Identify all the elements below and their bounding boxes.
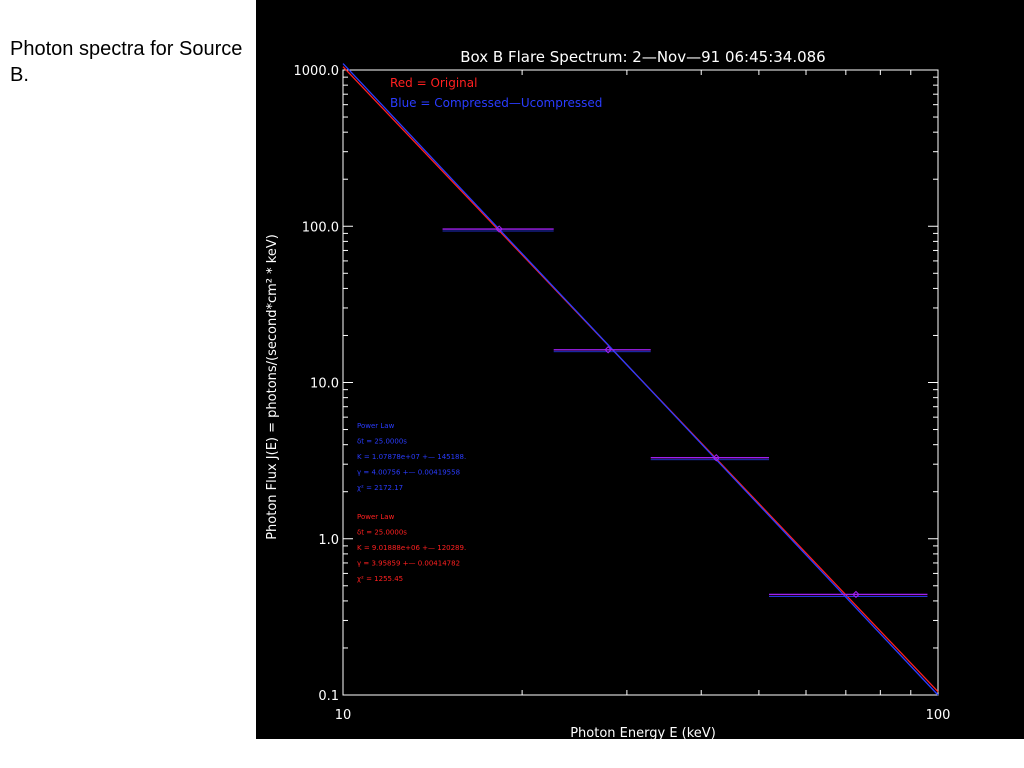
- data-point-marker: [604, 346, 612, 354]
- fit-annotation-line: χ² = 2172.17: [357, 484, 403, 492]
- data-point-marker: [852, 590, 860, 599]
- fit-annotations: Power Law δt = 25.0000s K = 1.07878e+07 +…: [357, 422, 466, 583]
- fit-annotation-line: γ = 3.95859 +— 0.00414782: [357, 560, 460, 568]
- caption: Photon spectra for Source B.: [10, 38, 243, 86]
- x-tick-label: 100: [926, 708, 951, 723]
- fit-annotation-line: γ = 4.00756 +— 0.00419558: [357, 469, 460, 477]
- data-point-marker: [712, 454, 720, 462]
- data-point-marker: [495, 225, 503, 233]
- spectrum-chart: Box B Flare Spectrum: 2—Nov—91 06:45:34.…: [265, 48, 951, 739]
- y-tick-label: 1.0: [318, 533, 339, 548]
- fit-annotation-line: Power Law: [357, 513, 395, 521]
- fit-annotation-line: Power Law: [357, 422, 395, 430]
- fit-annotation-line: K = 9.01888e+06 +— 120289.: [357, 544, 466, 552]
- fit-annotation-line: δt = 25.0000s: [357, 438, 407, 446]
- axis-ticks: [342, 70, 939, 696]
- series-layer: [342, 63, 939, 696]
- y-tick-label: 1000.0: [294, 64, 340, 79]
- x-axis-label: Photon Energy E (keV): [570, 726, 716, 739]
- y-axis-label: Photon Flux J(E) = photons/(second*cm² *…: [265, 234, 280, 540]
- axis-tick-labels: 0.1 1.0 10.0 100.0 1000.0 10 100: [294, 64, 951, 723]
- legend-entry: Red = Original: [390, 76, 477, 90]
- y-tick-label: 100.0: [302, 220, 339, 235]
- data-points-layer: [442, 225, 928, 599]
- fit-annotation-line: δt = 25.0000s: [357, 529, 407, 537]
- fit-annotation-line: K = 1.07878e+07 +— 145188.: [357, 453, 466, 461]
- fit-annotation-line: χ² = 1255.45: [357, 575, 403, 583]
- chart-title: Box B Flare Spectrum: 2—Nov—91 06:45:34.…: [460, 48, 825, 66]
- legend-entry: Blue = Compressed—Ucompressed: [390, 96, 602, 110]
- x-tick-label: 10: [335, 708, 352, 723]
- plot-frame: [342, 69, 939, 696]
- plot-panel: Box B Flare Spectrum: 2—Nov—91 06:45:34.…: [256, 0, 1024, 739]
- y-tick-label: 0.1: [318, 689, 339, 704]
- series-line-compressed-ucompressed: [342, 63, 939, 696]
- legend: Red = Original Blue = Compressed—Ucompres…: [390, 76, 602, 110]
- y-tick-label: 10.0: [310, 377, 339, 392]
